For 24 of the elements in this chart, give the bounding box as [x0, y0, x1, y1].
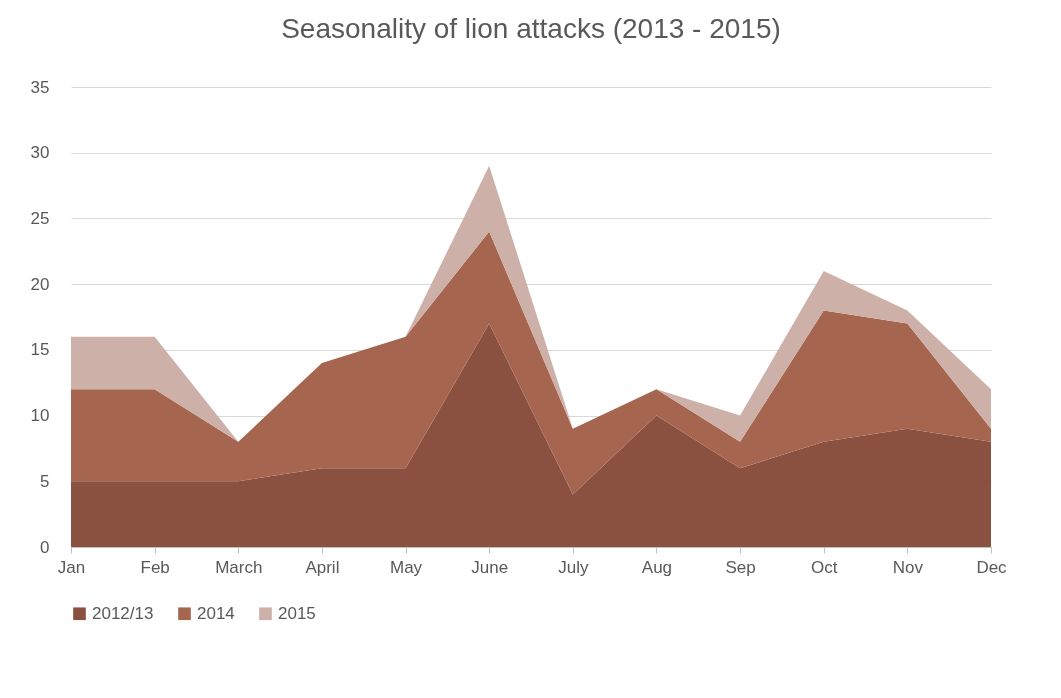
y-tick-label: 35 [30, 77, 50, 97]
y-tick-label: 20 [30, 274, 50, 294]
y-tick-label: 5 [40, 471, 50, 491]
x-tick-label: June [471, 557, 509, 577]
y-tick-label: 30 [30, 143, 50, 163]
y-tick-label: 15 [30, 340, 50, 360]
x-tick-label: Sep [725, 557, 756, 577]
x-tick-label: April [305, 557, 340, 577]
x-tick-label: Feb [140, 557, 170, 577]
x-tick-label: March [215, 557, 263, 577]
x-tick-label: Oct [811, 557, 838, 577]
y-tick-label: 0 [40, 537, 50, 557]
x-tick-label: May [389, 557, 423, 577]
legend-label: 2012/13 [92, 603, 154, 623]
x-tick-label: Dec [976, 557, 1008, 577]
y-tick-label: 10 [30, 406, 50, 426]
legend-label: 2014 [197, 603, 235, 623]
x-tick-label: Aug [641, 557, 673, 577]
y-tick-label: 25 [30, 208, 50, 228]
chart-title: Seasonality of lion attacks (2013 - 2015) [281, 13, 781, 44]
legend-label: 2015 [278, 603, 316, 623]
x-tick-label: Jan [57, 557, 86, 577]
x-tick-label: July [558, 557, 589, 577]
x-tick-label: Nov [892, 557, 924, 577]
